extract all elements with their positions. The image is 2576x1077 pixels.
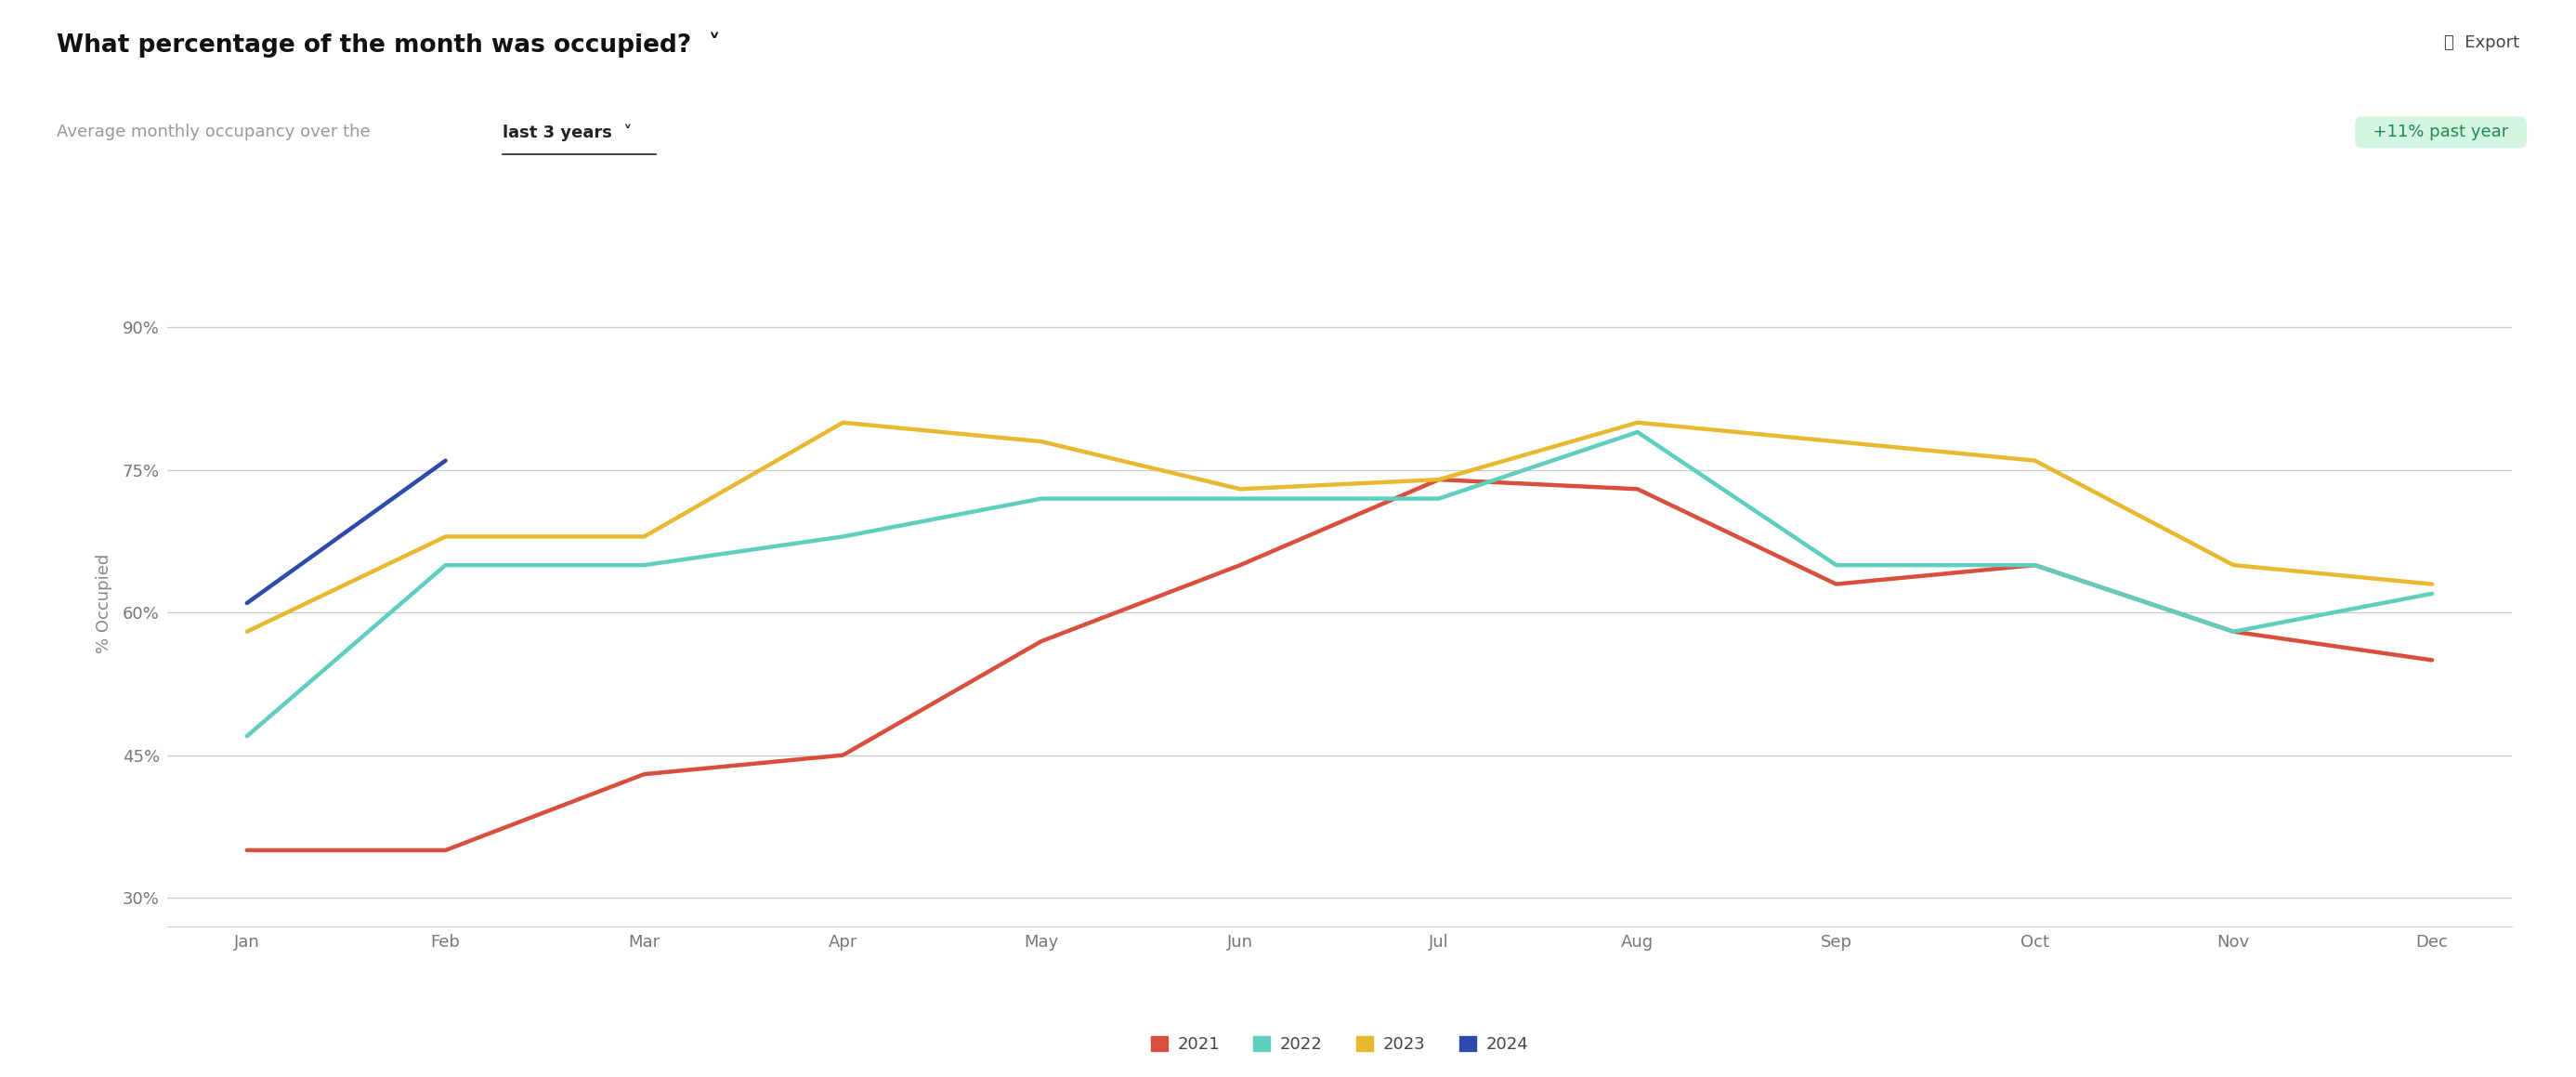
- Legend: 2021, 2022, 2023, 2024: 2021, 2022, 2023, 2024: [1144, 1030, 1535, 1060]
- Y-axis label: % Occupied: % Occupied: [95, 554, 113, 653]
- Text: Average monthly occupancy over the: Average monthly occupancy over the: [57, 124, 376, 141]
- Text: +11% past year: +11% past year: [2362, 124, 2519, 141]
- Text: last 3 years  ˅: last 3 years ˅: [502, 124, 634, 141]
- Text: ⤓  Export: ⤓ Export: [2445, 34, 2519, 52]
- Text: What percentage of the month was occupied?  ˅: What percentage of the month was occupie…: [57, 32, 721, 58]
